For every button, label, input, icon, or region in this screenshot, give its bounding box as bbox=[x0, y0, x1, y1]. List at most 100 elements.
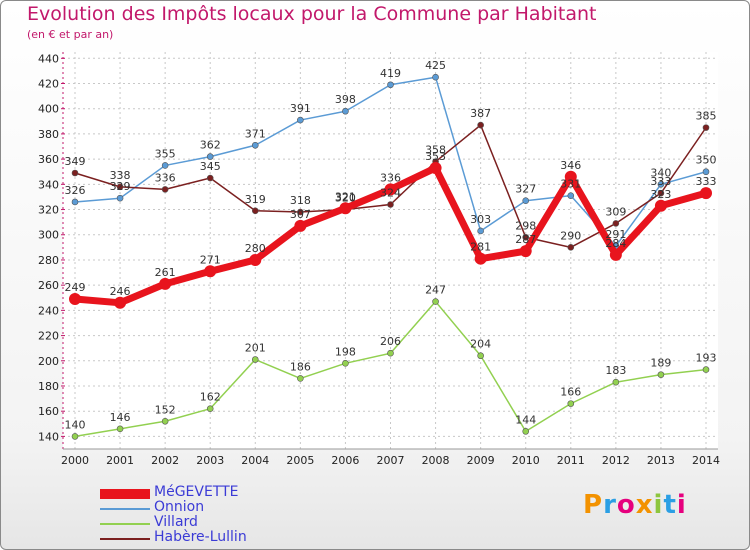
x-tick-label: 2009 bbox=[467, 454, 495, 467]
data-point bbox=[387, 81, 394, 89]
data-label: 350 bbox=[696, 154, 717, 167]
x-tick-label: 2005 bbox=[286, 454, 314, 467]
data-label: 353 bbox=[425, 150, 446, 163]
x-tick-label: 2007 bbox=[377, 454, 405, 467]
data-point bbox=[251, 207, 259, 215]
data-point bbox=[159, 277, 172, 290]
data-point bbox=[342, 107, 349, 115]
data-point bbox=[432, 298, 439, 305]
legend-label-1: Onnion bbox=[154, 499, 205, 515]
chart-title: Evolution des Impôts locaux pour la Comm… bbox=[27, 3, 597, 25]
data-label: 320 bbox=[335, 192, 356, 205]
data-point bbox=[339, 202, 352, 215]
data-label: 162 bbox=[200, 391, 221, 404]
logo-letter: o bbox=[616, 490, 636, 520]
proxiti-logo: Proxiti bbox=[583, 490, 687, 520]
data-label: 318 bbox=[290, 194, 311, 207]
y-tick-label: 220 bbox=[38, 330, 59, 343]
data-point bbox=[702, 168, 710, 176]
data-label: 146 bbox=[110, 411, 131, 424]
data-point bbox=[654, 199, 667, 212]
x-tick-label: 2013 bbox=[647, 454, 675, 467]
data-label: 336 bbox=[155, 171, 176, 184]
data-label: 355 bbox=[155, 147, 176, 160]
data-label: 280 bbox=[245, 242, 266, 255]
x-tick-label: 2014 bbox=[692, 454, 720, 467]
data-point bbox=[612, 220, 620, 227]
data-point bbox=[342, 359, 349, 367]
y-tick-label: 300 bbox=[38, 229, 59, 242]
logo-letter: t bbox=[663, 490, 677, 520]
data-point bbox=[387, 201, 394, 208]
logo-letter: x bbox=[635, 490, 654, 520]
data-point bbox=[206, 174, 214, 182]
data-label: 284 bbox=[605, 237, 626, 250]
data-point bbox=[474, 252, 487, 265]
data-label: 323 bbox=[650, 188, 671, 201]
data-label: 336 bbox=[380, 171, 401, 184]
data-point bbox=[657, 371, 665, 378]
x-tick-label: 2010 bbox=[512, 454, 540, 467]
x-tick-label: 2003 bbox=[196, 454, 224, 467]
data-label: 204 bbox=[470, 338, 491, 351]
data-point bbox=[567, 244, 575, 251]
data-point bbox=[387, 349, 394, 357]
x-tick-label: 2001 bbox=[106, 454, 134, 467]
data-label: 152 bbox=[155, 403, 176, 416]
y-tick-label: 200 bbox=[38, 355, 59, 368]
y-tick-label: 380 bbox=[38, 128, 59, 141]
data-point bbox=[249, 253, 262, 266]
data-label: 329 bbox=[110, 180, 131, 193]
y-tick-label: 340 bbox=[38, 178, 59, 191]
x-tick-label: 2004 bbox=[241, 454, 269, 467]
logo-letter: r bbox=[603, 490, 617, 520]
data-label: 290 bbox=[560, 229, 581, 242]
data-label: 303 bbox=[470, 213, 491, 226]
data-point bbox=[71, 433, 79, 440]
x-tick-label: 2006 bbox=[331, 454, 359, 467]
data-label: 198 bbox=[335, 345, 356, 358]
data-point bbox=[161, 417, 169, 425]
data-point bbox=[432, 73, 439, 81]
x-tick-label: 2002 bbox=[151, 454, 179, 467]
data-point bbox=[519, 245, 532, 258]
legend-label-3: Habère-Lullin bbox=[154, 529, 247, 545]
data-label: 206 bbox=[380, 335, 401, 348]
y-tick-label: 400 bbox=[38, 103, 59, 116]
data-point bbox=[251, 141, 259, 149]
data-point bbox=[609, 248, 622, 261]
data-point bbox=[522, 233, 530, 241]
data-point bbox=[294, 219, 307, 232]
data-point bbox=[161, 186, 169, 193]
data-label: 385 bbox=[696, 110, 717, 123]
data-label: 189 bbox=[650, 357, 671, 370]
y-tick-label: 420 bbox=[38, 78, 59, 91]
data-label: 419 bbox=[380, 67, 401, 80]
data-point bbox=[297, 116, 304, 124]
y-tick-label: 360 bbox=[38, 153, 59, 166]
x-tick-label: 2011 bbox=[557, 454, 585, 467]
data-point bbox=[429, 161, 442, 174]
data-point bbox=[116, 194, 124, 202]
data-label: 166 bbox=[560, 386, 581, 399]
data-point bbox=[384, 183, 397, 196]
data-point bbox=[161, 162, 169, 169]
data-label: 246 bbox=[110, 285, 131, 298]
data-label: 324 bbox=[380, 186, 401, 199]
logo-letter: P bbox=[583, 490, 604, 520]
data-label: 398 bbox=[335, 93, 356, 106]
data-point bbox=[612, 378, 620, 386]
data-label: 186 bbox=[290, 360, 311, 373]
data-label: 247 bbox=[425, 284, 446, 297]
data-label: 261 bbox=[155, 266, 176, 279]
data-point bbox=[206, 153, 214, 160]
data-label: 387 bbox=[470, 107, 491, 120]
data-label: 193 bbox=[696, 352, 717, 365]
data-label: 333 bbox=[696, 175, 717, 188]
data-point bbox=[702, 366, 710, 373]
data-point bbox=[522, 197, 530, 205]
data-label: 425 bbox=[425, 59, 446, 72]
data-point bbox=[71, 198, 79, 206]
data-point bbox=[114, 296, 127, 309]
data-label: 291 bbox=[605, 228, 626, 241]
